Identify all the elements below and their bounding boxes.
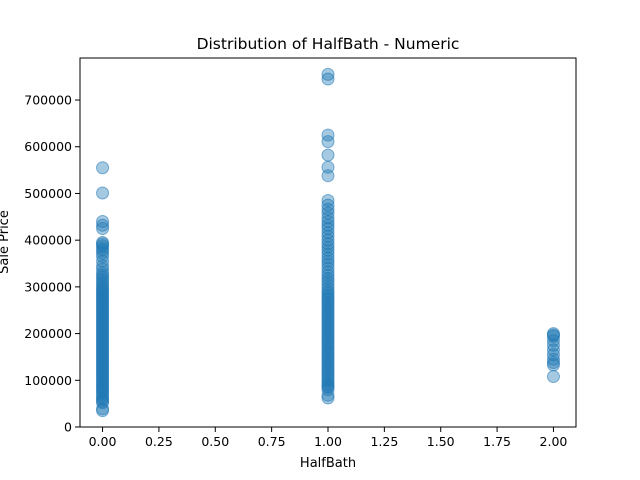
data-point	[96, 214, 110, 228]
data-point	[546, 327, 560, 341]
x-axis-label: HalfBath	[300, 456, 356, 471]
y-tick-label: 300000	[24, 279, 72, 294]
x-tick-label: 1.00	[314, 434, 342, 449]
data-point	[321, 271, 335, 285]
y-tick-label: 400000	[24, 233, 72, 248]
data-point	[321, 243, 335, 257]
x-tick-label: 2.00	[540, 434, 568, 449]
data-point	[321, 128, 335, 142]
x-tick-label: 0.75	[258, 434, 286, 449]
data-point	[321, 193, 335, 207]
data-point	[321, 261, 335, 275]
data-point	[321, 268, 335, 282]
data-point	[321, 240, 335, 254]
data-point	[96, 221, 110, 235]
x-tick-label: 1.50	[427, 434, 455, 449]
data-point	[546, 370, 560, 384]
data-point	[321, 221, 335, 235]
y-tick-label: 500000	[24, 186, 72, 201]
x-tick-label: 0.50	[201, 434, 229, 449]
data-point	[96, 236, 110, 249]
y-tick-label: 100000	[24, 373, 72, 388]
x-tick-label: 1.25	[370, 434, 398, 449]
x-tick-label: 0.00	[89, 434, 117, 449]
y-axis-label: Sale Price	[0, 210, 12, 274]
y-tick-label: 0	[64, 420, 72, 435]
data-point	[546, 348, 560, 362]
x-axis-ticks: 0.00 0.25 0.50 0.75 1.00 1.25 1.50 1.75 2.00	[89, 427, 568, 449]
data-point	[321, 257, 335, 271]
x-tick-label: 1.75	[483, 434, 511, 449]
data-point	[96, 186, 110, 200]
data-point	[321, 67, 335, 81]
data-point	[546, 343, 560, 357]
x-tick-label: 0.25	[145, 434, 173, 449]
data-point	[96, 161, 110, 175]
data-point	[96, 259, 110, 273]
chart-title: Distribution of HalfBath - Numeric	[197, 35, 460, 53]
data-point	[321, 135, 335, 149]
y-axis-ticks: 0 100000 200000 300000 400000 500000 600000 700…	[24, 93, 80, 435]
data-point	[321, 160, 335, 174]
data-point	[321, 254, 335, 268]
data-point	[321, 198, 335, 212]
data-point	[321, 202, 335, 216]
data-point	[321, 226, 335, 240]
data-point	[321, 237, 335, 251]
data-point	[321, 148, 335, 162]
data-point	[96, 246, 110, 260]
y-tick-label: 700000	[24, 93, 72, 108]
data-point	[321, 72, 335, 86]
data-point	[321, 247, 335, 261]
scatter-points	[96, 67, 560, 418]
data-point	[321, 251, 335, 265]
data-point	[546, 352, 560, 366]
data-point	[321, 265, 335, 279]
y-tick-label: 200000	[24, 326, 72, 341]
data-point	[321, 281, 335, 295]
y-tick-label: 600000	[24, 139, 72, 154]
data-point	[96, 218, 110, 232]
